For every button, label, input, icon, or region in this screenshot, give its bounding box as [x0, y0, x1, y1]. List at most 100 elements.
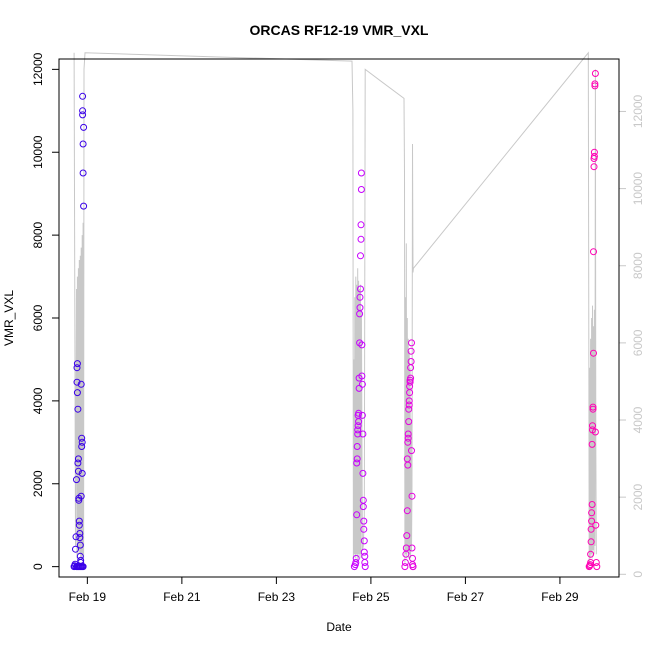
data-point — [587, 525, 595, 533]
data-point — [75, 517, 83, 525]
data-point — [354, 430, 362, 438]
data-point — [79, 140, 87, 148]
data-point — [590, 163, 598, 171]
data-point — [401, 563, 409, 571]
data-point — [592, 521, 600, 529]
data-point — [355, 409, 363, 417]
data-point — [78, 434, 86, 442]
data-point — [357, 186, 365, 193]
data-point — [72, 545, 79, 553]
data-point — [587, 538, 595, 546]
chart-title: ORCAS RF12-19 VMR_VXL — [250, 22, 429, 38]
data-point — [593, 563, 601, 571]
y-tick-label: 2000 — [31, 470, 45, 497]
data-point — [73, 364, 81, 372]
data-point — [359, 469, 367, 477]
data-point — [589, 405, 597, 413]
data-point — [408, 447, 415, 455]
data-point — [408, 544, 416, 552]
data-point — [361, 559, 369, 566]
data-point — [73, 378, 81, 386]
data-point — [76, 534, 84, 542]
data-point — [77, 380, 85, 388]
data-point — [407, 374, 415, 382]
data-point — [591, 80, 599, 88]
data-point — [78, 443, 86, 450]
data-point — [353, 455, 361, 463]
data-point — [588, 501, 596, 508]
data-point — [78, 438, 86, 446]
data-point — [588, 517, 596, 525]
data-point — [78, 469, 86, 477]
data-point — [353, 511, 361, 519]
x-tick-label: Feb 21 — [163, 590, 201, 604]
data-point — [406, 378, 414, 386]
data-point — [360, 537, 368, 545]
x-axis-label: Date — [326, 620, 352, 634]
data-point — [359, 430, 367, 438]
data-point — [592, 559, 600, 566]
data-point — [360, 525, 368, 533]
data-point — [73, 389, 81, 397]
data-point — [405, 405, 413, 413]
data-point — [74, 405, 82, 413]
y2-tick-label: 2000 — [631, 483, 645, 510]
data-point — [357, 285, 364, 293]
data-point — [358, 411, 366, 419]
y2-tick-label: 10000 — [631, 172, 645, 206]
data-point — [590, 248, 597, 256]
data-point — [403, 507, 411, 515]
data-point — [587, 550, 595, 558]
data-point — [358, 341, 366, 349]
y-tick-label: 6000 — [31, 304, 45, 331]
data-point — [409, 563, 417, 571]
data-point — [353, 459, 361, 467]
data-point — [360, 517, 368, 525]
data-point — [358, 372, 366, 380]
data-point — [80, 123, 88, 131]
y2-tick-label: 4000 — [631, 406, 645, 433]
y-tick-label: 10000 — [31, 135, 45, 169]
y2-tick-label: 0 — [631, 571, 645, 578]
data-point — [361, 563, 369, 571]
data-point — [357, 221, 365, 229]
data-point — [79, 111, 87, 119]
data-point — [73, 360, 81, 368]
data-point — [591, 70, 599, 77]
data-point — [405, 401, 413, 409]
data-point — [357, 169, 365, 177]
x-tick-label: Feb 27 — [447, 590, 485, 604]
y-tick-label: 12000 — [31, 52, 45, 86]
data-point — [357, 235, 365, 243]
data-point — [588, 509, 596, 517]
data-point — [356, 339, 364, 347]
data-point — [356, 293, 364, 301]
data-point — [73, 476, 80, 484]
data-point — [356, 304, 364, 312]
data-point — [590, 148, 598, 156]
axes: Feb 19 Feb 21 Feb 23 Feb 25 Feb 27 Feb 29 0 200… — [31, 52, 645, 604]
y-tick-label: 4000 — [31, 387, 45, 414]
data-line — [73, 51, 597, 563]
data-point — [77, 492, 85, 500]
x-tick-label: Feb 23 — [258, 590, 296, 604]
data-point — [359, 503, 367, 511]
data-point — [405, 418, 413, 426]
data-point — [352, 559, 360, 566]
data-point — [354, 422, 362, 430]
data-point — [74, 467, 82, 475]
data-point — [79, 563, 87, 571]
data-point — [79, 92, 87, 100]
data-points — [70, 70, 601, 571]
data-point — [408, 492, 416, 500]
data-point — [404, 461, 412, 469]
data-point — [358, 380, 366, 388]
data-point — [353, 443, 361, 450]
data-point — [352, 554, 360, 562]
data-point — [403, 532, 411, 540]
data-point — [407, 347, 415, 355]
data-point — [79, 169, 87, 177]
data-point — [590, 349, 597, 357]
data-point — [75, 521, 83, 529]
